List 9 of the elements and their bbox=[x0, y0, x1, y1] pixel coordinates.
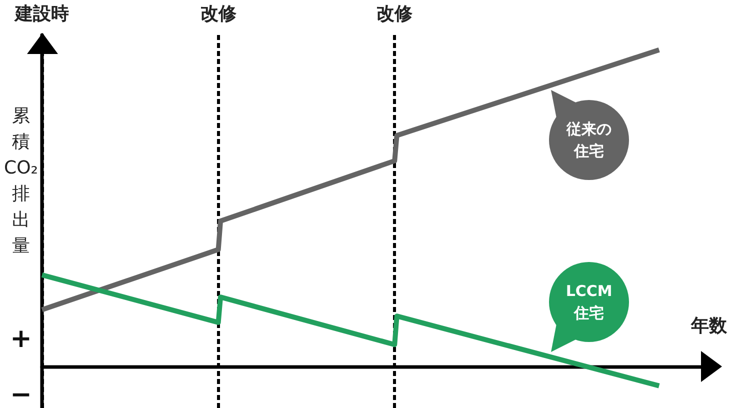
legend-label: 従来の住宅 bbox=[565, 119, 613, 162]
y-axis-title: 累積CO₂排出量 bbox=[4, 105, 38, 256]
text: + bbox=[10, 324, 32, 354]
text: − bbox=[10, 380, 32, 408]
x-tick-label: 建設時 bbox=[13, 4, 69, 24]
x-axis-title: 年数 bbox=[690, 315, 728, 336]
x-tick-label: 改修 bbox=[376, 4, 414, 24]
x-tick-label: 改修 bbox=[200, 4, 238, 24]
text: LCCM住宅 bbox=[565, 281, 614, 324]
